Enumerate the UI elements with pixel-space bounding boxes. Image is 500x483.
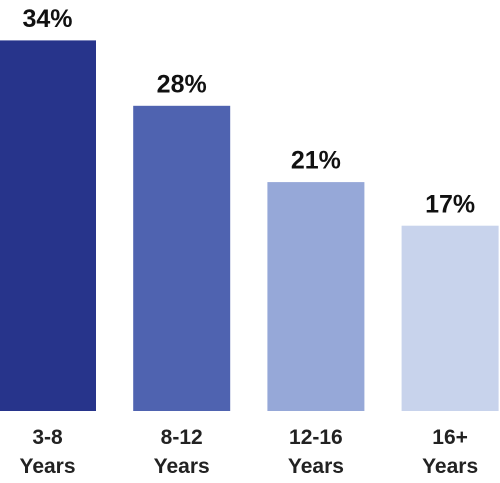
bar xyxy=(0,40,96,412)
value-label: 34% xyxy=(22,5,72,33)
bar xyxy=(267,182,365,411)
x-tick-label: 12-16 Years xyxy=(288,426,344,478)
bar xyxy=(133,105,231,412)
value-label: 17% xyxy=(425,190,475,218)
value-label: 28% xyxy=(157,70,207,98)
value-label: 21% xyxy=(291,147,341,175)
x-tick-label: 3-8 Years xyxy=(19,426,75,478)
x-tick-label: 16+ Years xyxy=(422,426,478,478)
x-tick-label: 8-12 Years xyxy=(154,426,210,478)
bar xyxy=(401,225,499,411)
